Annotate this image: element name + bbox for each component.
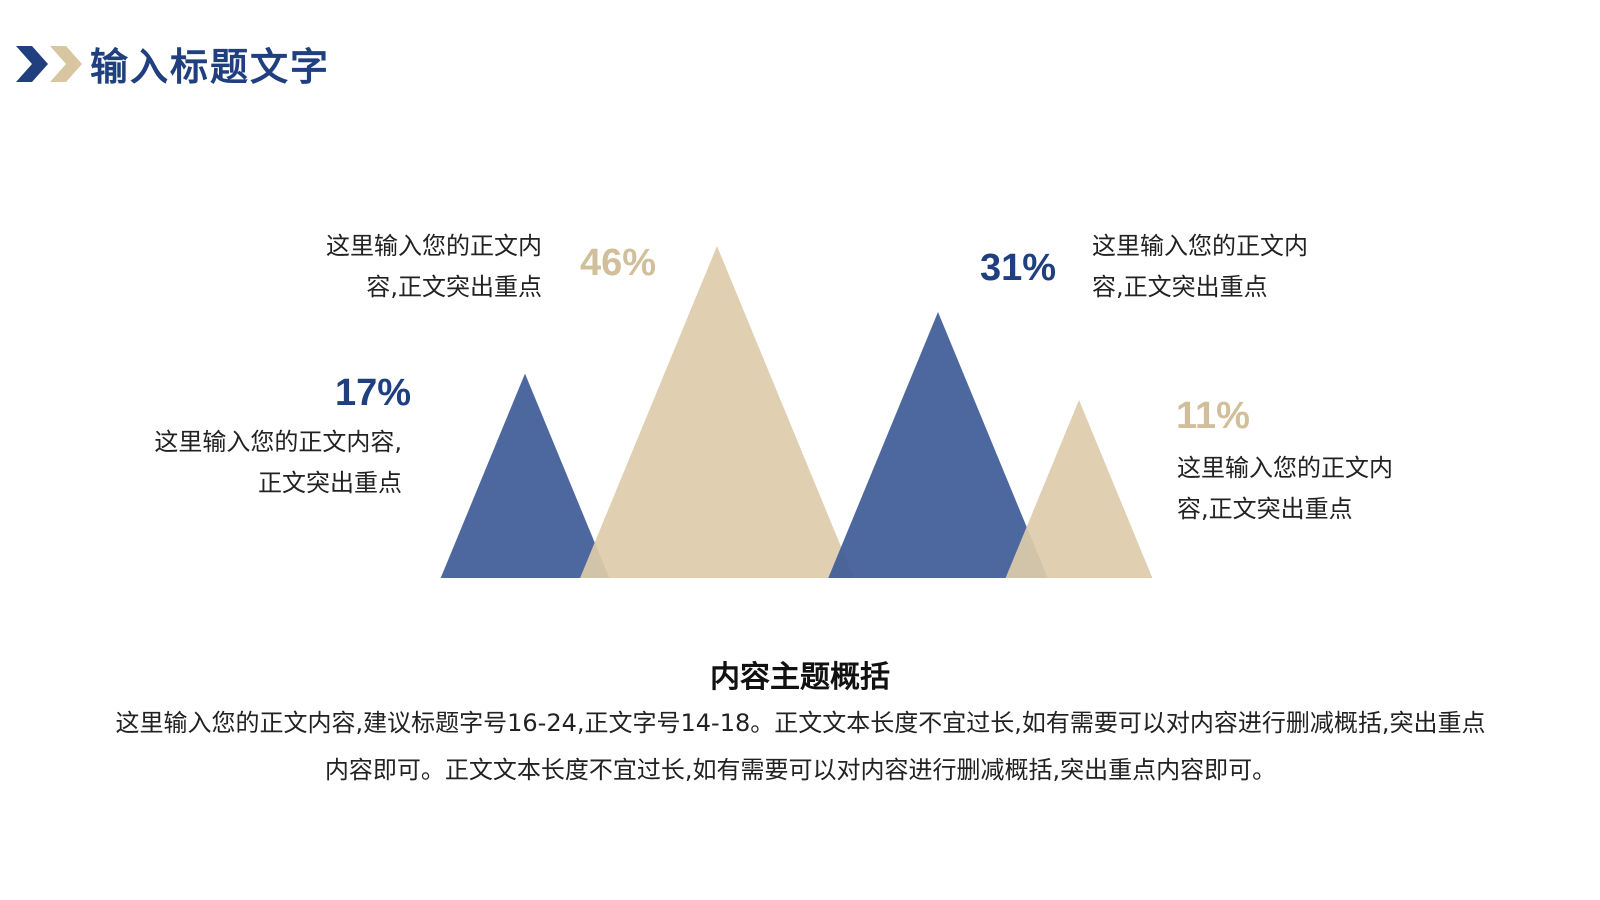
chevron-right-icon [50, 46, 82, 82]
description-line: 这里输入您的正文内容, [154, 428, 402, 456]
description-line: 容,正文突出重点 [366, 273, 542, 301]
mountain-17 [440, 373, 610, 578]
value-label-31: 31% [980, 247, 1057, 289]
description-line: 正文突出重点 [258, 469, 402, 497]
description-line: 容,正文突出重点 [1177, 495, 1353, 523]
chevron-right-icon [16, 46, 48, 82]
description-17: 这里输入您的正文内容, 正文突出重点 [122, 422, 402, 504]
mountain-31 [828, 312, 1048, 578]
description-line: 这里输入您的正文内 [1177, 454, 1393, 482]
page-title: 输入标题文字 [90, 45, 331, 89]
description-line: 这里输入您的正文内 [1092, 232, 1308, 260]
mountain-11 [1005, 400, 1153, 578]
mountain-46 [580, 246, 854, 578]
description-11: 这里输入您的正文内 容,正文突出重点 [1177, 448, 1439, 530]
description-line: 这里输入您的正文内 [326, 232, 542, 260]
description-line: 容,正文突出重点 [1092, 273, 1268, 301]
summary-title: 内容主题概括 [710, 660, 890, 695]
description-46: 这里输入您的正文内 容,正文突出重点 [280, 226, 542, 308]
value-label-11: 11% [1176, 395, 1250, 437]
description-31: 这里输入您的正文内 容,正文突出重点 [1092, 226, 1354, 308]
value-label-46: 46% [580, 242, 657, 284]
value-label-17: 17% [335, 372, 412, 414]
summary-body: 这里输入您的正文内容,建议标题字号16-24,正文字号14-18。正文文本长度不… [115, 709, 1486, 784]
header-chevron-icon [16, 46, 82, 82]
